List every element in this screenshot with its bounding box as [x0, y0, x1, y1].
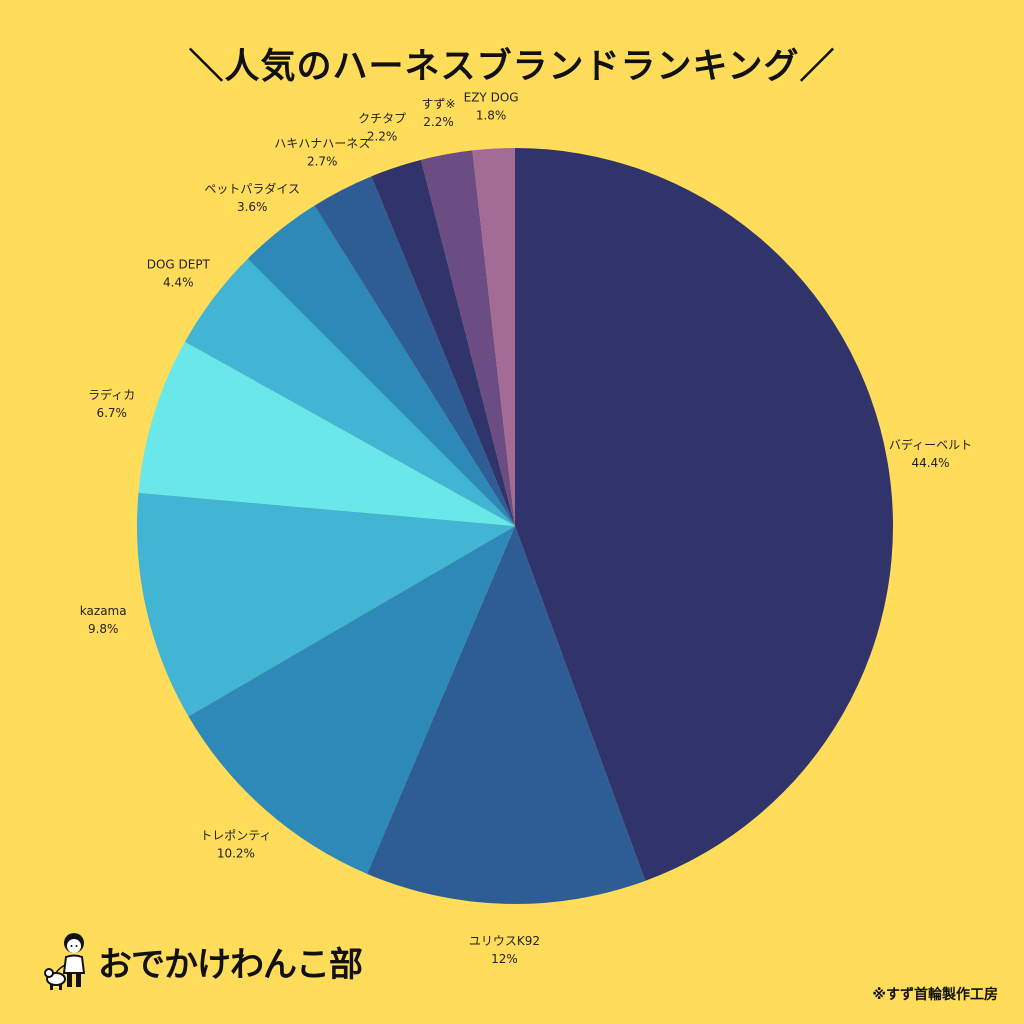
- pie-slices: [136, 148, 894, 905]
- slice-name-label: ペットパラダイス: [204, 181, 300, 196]
- slice-value-label: 9.8%: [88, 622, 119, 636]
- slice-name-label: トレポンティ: [200, 829, 271, 843]
- slice-name-label: kazama: [80, 604, 127, 618]
- slice-name-label: ユリウスK92: [469, 934, 540, 948]
- slice-value-label: 3.6%: [237, 200, 268, 214]
- slice-name-label: EZY DOG: [464, 91, 519, 105]
- pie-slice: [314, 176, 515, 526]
- slice-value-label: 44.4%: [911, 456, 949, 470]
- pie-slice: [138, 341, 515, 526]
- slice-name-label: クチタプ: [358, 112, 406, 126]
- pie-slice: [136, 492, 515, 717]
- slice-value-label: 2.2%: [367, 130, 398, 144]
- pie-slice: [184, 258, 515, 526]
- slice-value-label: 10.2%: [217, 847, 255, 861]
- pie-slice: [247, 205, 515, 526]
- slice-value-label: 4.4%: [163, 276, 194, 290]
- slice-name-label: バディーベルト: [889, 437, 972, 452]
- slice-value-label: 2.2%: [423, 115, 454, 129]
- slice-name-label: ハキハナハーネス: [274, 137, 370, 151]
- pie-slice: [188, 526, 515, 874]
- slice-value-label: 12%: [491, 952, 518, 966]
- credit-text: ※すず首輪製作工房: [872, 987, 998, 1003]
- pie-slice: [515, 148, 894, 881]
- pie-slice: [367, 526, 646, 905]
- slice-value-label: 2.7%: [307, 155, 338, 169]
- slice-value-label: 6.7%: [96, 406, 127, 420]
- slice-name-label: DOG DEPT: [147, 258, 211, 272]
- chart-title: ＼人気のハーネスブランドランキング／: [188, 47, 836, 87]
- girl-with-dog-mascot-icon: [44, 933, 86, 990]
- slice-name-label: ラディカ: [88, 387, 135, 402]
- slice-value-label: 1.8%: [476, 109, 507, 123]
- brand-logo: おでかけわんこ部: [44, 928, 363, 994]
- brand-name: おでかけわんこ部: [98, 944, 363, 985]
- pie-labels: バディーベルト 44.4% ユリウスK92 12% トレポンティ 10.2% kazama 9…: [80, 91, 972, 966]
- pie-slice: [371, 159, 515, 526]
- slice-name-label: すず※: [421, 97, 455, 111]
- pie-slice: [421, 150, 515, 526]
- pie-slice: [472, 148, 515, 526]
